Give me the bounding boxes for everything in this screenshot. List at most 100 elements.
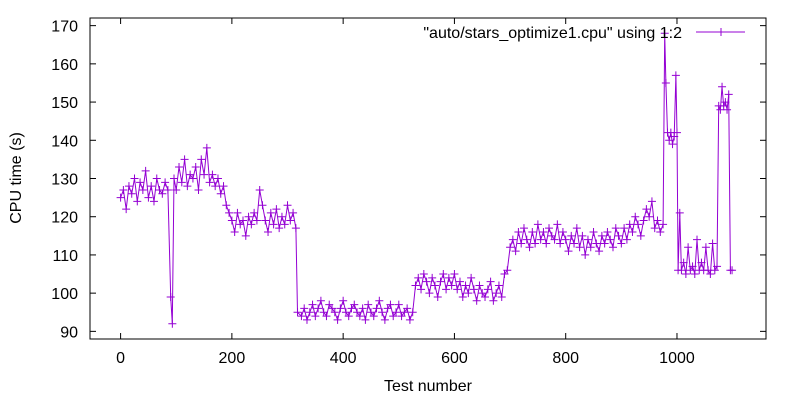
data-point-marker bbox=[200, 170, 209, 179]
data-point-marker bbox=[469, 285, 478, 294]
data-point-marker bbox=[116, 193, 125, 202]
y-tick-label: 170 bbox=[51, 19, 78, 36]
data-point-marker bbox=[455, 277, 464, 286]
data-point-marker bbox=[481, 292, 490, 301]
data-point-marker bbox=[578, 231, 587, 240]
data-point-marker bbox=[497, 292, 506, 301]
data-point-marker bbox=[690, 270, 699, 279]
data-point-marker bbox=[519, 224, 528, 233]
data-point-marker bbox=[163, 185, 172, 194]
data-point-marker bbox=[227, 216, 236, 225]
data-point-marker bbox=[645, 212, 654, 221]
data-point-marker bbox=[721, 98, 730, 107]
legend-label: "auto/stars_optimize1.cpu" using 1:2 bbox=[423, 25, 682, 42]
data-point-marker bbox=[583, 235, 592, 244]
data-point-marker bbox=[611, 224, 620, 233]
data-point-marker bbox=[188, 174, 197, 183]
data-point-marker bbox=[124, 182, 133, 191]
data-point-marker bbox=[628, 228, 637, 236]
data-point-marker bbox=[170, 174, 179, 183]
data-point-marker bbox=[597, 231, 606, 240]
data-point-marker bbox=[177, 178, 186, 187]
data-point-marker bbox=[419, 270, 428, 279]
data-point-marker bbox=[472, 296, 481, 305]
data-point-marker bbox=[453, 285, 462, 294]
data-point-marker bbox=[650, 224, 659, 233]
data-point-marker bbox=[133, 197, 142, 206]
data-point-marker bbox=[639, 216, 648, 225]
data-point-marker bbox=[719, 101, 728, 110]
data-point-marker bbox=[350, 300, 359, 309]
data-point-marker bbox=[634, 220, 643, 229]
data-point-marker bbox=[180, 155, 189, 164]
data-point-marker bbox=[614, 231, 623, 240]
data-point-marker bbox=[230, 228, 239, 236]
data-point-marker bbox=[122, 205, 131, 214]
data-point-marker bbox=[697, 258, 706, 267]
y-tick-label: 120 bbox=[51, 210, 78, 227]
data-point-marker bbox=[417, 285, 426, 294]
data-point-marker bbox=[606, 235, 615, 244]
data-point-marker bbox=[255, 185, 264, 194]
data-point-marker bbox=[239, 216, 248, 225]
data-point-marker bbox=[536, 235, 545, 244]
data-point-marker bbox=[405, 315, 414, 324]
data-point-marker bbox=[144, 193, 153, 202]
data-point-marker bbox=[642, 205, 651, 214]
data-point-marker bbox=[378, 308, 387, 317]
data-point-marker bbox=[447, 281, 456, 290]
data-point-marker bbox=[330, 308, 339, 317]
data-point-marker bbox=[723, 105, 732, 114]
data-point-marker bbox=[355, 312, 364, 321]
data-point-marker bbox=[308, 300, 317, 309]
data-point-marker bbox=[581, 250, 590, 259]
y-tick-label: 130 bbox=[51, 172, 78, 189]
data-point-marker bbox=[175, 163, 184, 172]
data-point-marker bbox=[506, 243, 515, 252]
data-point-marker bbox=[147, 182, 156, 191]
data-point-marker bbox=[706, 270, 715, 279]
data-point-marker bbox=[136, 178, 145, 187]
data-point-marker bbox=[264, 228, 273, 236]
data-point-marker bbox=[716, 105, 725, 114]
data-point-marker bbox=[314, 304, 323, 313]
data-point-marker bbox=[149, 197, 158, 206]
data-point-marker bbox=[677, 266, 686, 275]
data-point-marker bbox=[665, 136, 674, 145]
data-point-marker bbox=[564, 247, 573, 256]
data-point-marker bbox=[592, 239, 601, 248]
data-point-marker bbox=[661, 78, 670, 87]
data-point-marker bbox=[675, 208, 684, 217]
data-point-marker bbox=[647, 197, 656, 206]
data-point-marker bbox=[428, 273, 437, 282]
data-point-marker bbox=[141, 166, 150, 175]
data-point-marker bbox=[475, 281, 484, 290]
data-point-marker bbox=[444, 273, 453, 282]
y-tick-label: 90 bbox=[60, 324, 78, 341]
data-point-marker bbox=[575, 243, 584, 252]
y-tick-label: 110 bbox=[52, 248, 78, 265]
data-point-marker bbox=[567, 231, 576, 240]
series-layer bbox=[116, 29, 737, 328]
data-point-marker bbox=[252, 216, 261, 225]
data-point-marker bbox=[266, 208, 275, 217]
x-tick-label: 1000 bbox=[659, 350, 695, 367]
y-axis-label: CPU time (s) bbox=[8, 132, 25, 224]
data-point-marker bbox=[269, 220, 278, 229]
data-point-marker bbox=[464, 289, 473, 298]
data-point-marker bbox=[436, 277, 445, 286]
data-point-marker bbox=[439, 270, 448, 279]
data-point-marker bbox=[489, 296, 498, 305]
data-point-marker bbox=[728, 266, 737, 275]
data-point-marker bbox=[600, 239, 609, 248]
data-point-marker bbox=[247, 220, 256, 229]
data-point-marker bbox=[241, 231, 250, 240]
data-point-marker bbox=[718, 82, 727, 91]
data-point-marker bbox=[300, 304, 309, 313]
data-point-marker bbox=[130, 174, 139, 183]
x-tick-label: 600 bbox=[441, 350, 468, 367]
data-point-marker bbox=[708, 239, 717, 248]
data-point-marker bbox=[701, 243, 710, 252]
data-point-marker bbox=[458, 292, 467, 301]
